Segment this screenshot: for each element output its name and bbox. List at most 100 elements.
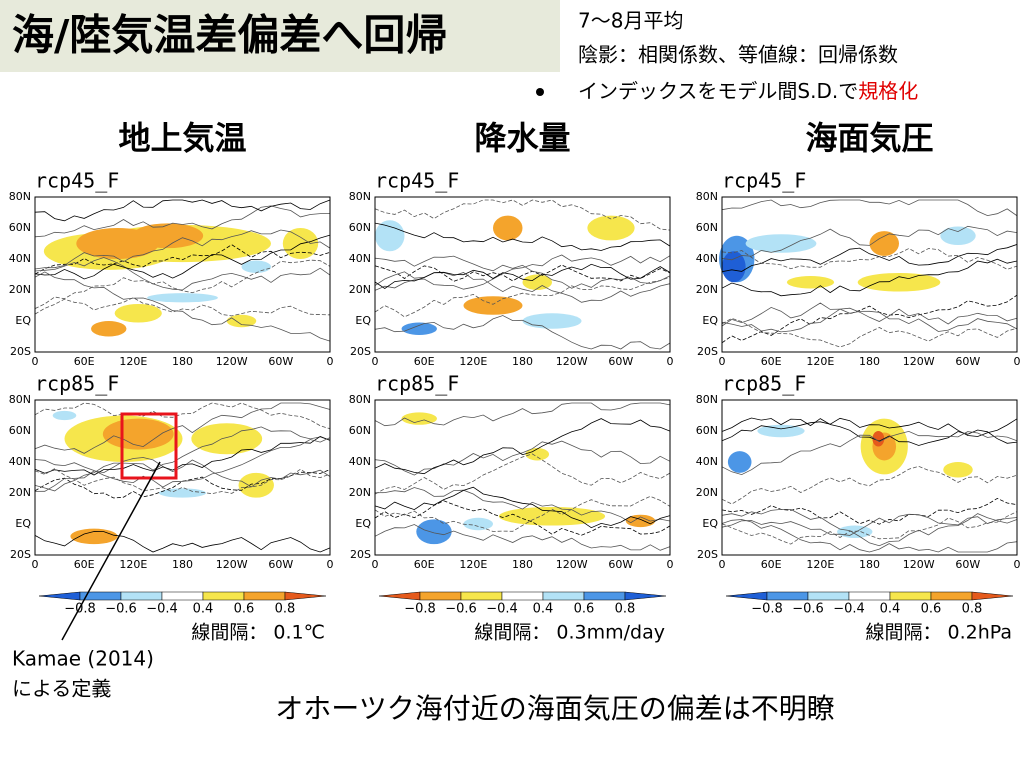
lon-tick-label: 0 [719, 558, 726, 571]
panel-label: rcp45_F [722, 169, 806, 193]
lat-tick-label: 60N [349, 424, 371, 437]
map-area [722, 197, 1017, 352]
lat-tick-label: 40N [696, 455, 718, 468]
colorbar-label: −0.4 [833, 602, 865, 617]
colorbar-label: −0.8 [64, 602, 96, 617]
contour [721, 302, 1018, 332]
note: 7～8月平均 [578, 9, 683, 33]
lat-tick-label: 40N [9, 252, 31, 265]
colorbar-label: 0.4 [193, 602, 214, 617]
annotation-arrow [61, 461, 161, 641]
map-area [35, 197, 330, 352]
shading [463, 296, 523, 315]
shading [147, 293, 218, 303]
shading [416, 519, 452, 545]
lon-tick-label: 180 [859, 355, 880, 368]
contour [374, 500, 671, 536]
lon-tick-label: 180 [859, 558, 880, 571]
contour-interval: 線間隔： 0.3mm/day [474, 622, 665, 644]
lon-tick-label: 120E [459, 558, 487, 571]
shading [102, 418, 174, 450]
contour [374, 199, 671, 231]
map-frame [34, 196, 331, 353]
lat-tick-label: 20N [9, 283, 31, 296]
lat-tick-label: EQ [702, 314, 718, 327]
contour [34, 531, 331, 553]
lat-tick-label: EQ [355, 314, 371, 327]
note: 陰影：相関係数、等値線：回帰係数 [578, 43, 898, 67]
colorbar-segment [542, 591, 585, 601]
contour [34, 199, 331, 222]
column-header: 地上気温 [118, 119, 246, 157]
contour [374, 255, 671, 289]
contour [374, 222, 671, 251]
lon-tick-label: 0 [1014, 558, 1021, 571]
colorbar-label: −0.4 [146, 602, 178, 617]
contour [34, 435, 331, 476]
map-frame [34, 399, 331, 556]
colorbar-label: −0.8 [404, 602, 436, 617]
contour [721, 258, 1018, 297]
lat-tick-label: 20N [349, 486, 371, 499]
lon-tick-label: 120E [459, 355, 487, 368]
contour [34, 297, 331, 317]
shading [375, 220, 405, 252]
bullet-text: インデックスをモデル間S.D.で規格化 [578, 79, 918, 103]
colorbar-label: 0.4 [533, 602, 554, 617]
lon-tick-label: 60W [955, 355, 980, 368]
contour [34, 457, 331, 492]
shading [191, 423, 263, 455]
contour [374, 276, 671, 318]
lon-tick-label: 0 [32, 558, 39, 571]
lat-tick-label: EQ [355, 517, 371, 530]
contour [34, 257, 331, 291]
contour [34, 426, 331, 492]
contour [374, 264, 671, 282]
contour-interval: 線間隔： 0.2hPa [865, 622, 1012, 644]
lat-tick-label: 20S [697, 548, 718, 561]
contour [374, 402, 671, 427]
map-frame [721, 196, 1018, 353]
lat-tick-label: 60N [696, 221, 718, 234]
map-frame [721, 399, 1018, 556]
colorbar-segment [378, 591, 421, 601]
lon-tick-label: 120W [556, 355, 588, 368]
column-header: 降水量 [474, 119, 570, 157]
colorbar-segment [120, 591, 163, 601]
shading [401, 322, 437, 335]
shading [238, 472, 274, 498]
lat-tick-label: EQ [15, 314, 31, 327]
lon-tick-label: 0 [372, 558, 379, 571]
lat-tick-label: 80N [9, 190, 31, 203]
lon-tick-label: 60E [414, 558, 435, 571]
shading [943, 462, 973, 478]
lon-tick-label: 120W [216, 355, 248, 368]
bullet-highlight: 規格化 [858, 79, 918, 103]
lon-tick-label: 120W [903, 355, 935, 368]
lon-tick-label: 60E [414, 355, 435, 368]
lon-tick-label: 60E [74, 355, 95, 368]
colorbar-segment [889, 591, 932, 601]
contour [34, 437, 331, 488]
contour [374, 487, 671, 524]
shading [745, 234, 817, 253]
contour [721, 417, 1018, 446]
lon-tick-label: 60W [608, 355, 633, 368]
colorbar-segment [725, 591, 768, 601]
lat-tick-label: 80N [349, 190, 371, 203]
lat-tick-label: 80N [696, 190, 718, 203]
contour [34, 468, 331, 495]
lon-tick-label: 60E [761, 558, 782, 571]
shading [872, 431, 885, 447]
lon-tick-label: 60W [268, 355, 293, 368]
contour [721, 465, 1018, 505]
contour [34, 402, 331, 454]
contour [34, 271, 331, 342]
lon-tick-label: 60W [955, 558, 980, 571]
colorbar-label: 0.8 [275, 602, 296, 617]
panel-label: rcp85_F [375, 372, 459, 396]
colorbar-label: −0.6 [445, 602, 477, 617]
region-box [120, 412, 178, 480]
shading [869, 231, 899, 256]
